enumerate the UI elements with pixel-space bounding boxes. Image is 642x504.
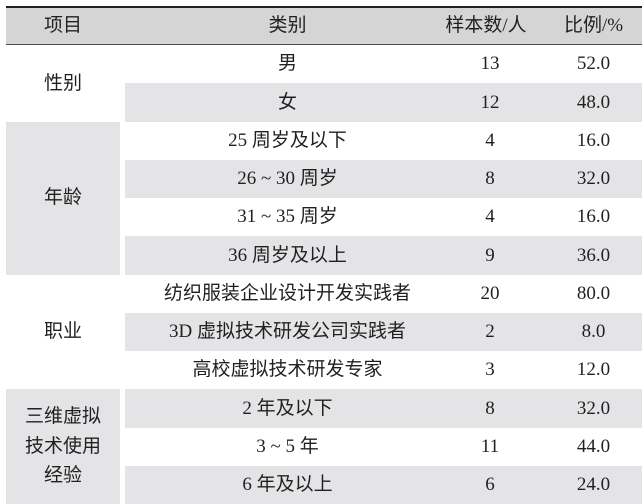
table-row: 3 ~ 5 年 11 44.0: [125, 428, 642, 466]
header-item: 项目: [43, 15, 82, 37]
count-cell: 6: [485, 474, 495, 496]
count-cell: 4: [485, 129, 495, 151]
header-count: 样本数/人: [445, 15, 527, 37]
count-cell: 3: [485, 359, 495, 381]
table-row: 36 周岁及以上 9 36.0: [125, 236, 642, 275]
header-category: 类别: [268, 15, 307, 37]
group-label: 性别: [6, 45, 120, 122]
category-cell: 3D 虚拟技术研发公司实践者: [169, 321, 406, 343]
count-cell: 8: [485, 168, 495, 190]
percent-cell: 80.0: [576, 282, 611, 304]
category-cell: 6 年及以上: [242, 474, 333, 496]
count-cell: 11: [480, 435, 500, 457]
table-row: 6 年及以上 6 24.0: [125, 465, 642, 504]
table-row: 女 12 48.0: [125, 83, 642, 122]
percent-cell: 48.0: [576, 91, 611, 113]
table-row: 纺织服装企业设计开发实践者 20 80.0: [125, 275, 642, 313]
table-row: 男 13 52.0: [125, 45, 642, 83]
group-label-text: 职业: [43, 321, 82, 343]
table-header: 项目 类别 样本数/人 比例/%: [6, 8, 642, 45]
count-cell: 9: [485, 244, 495, 266]
group-label: 年龄: [6, 121, 120, 275]
table-row: 25 周岁及以下 4 16.0: [125, 122, 642, 160]
percent-cell: 36.0: [576, 244, 611, 266]
category-cell: 2 年及以下: [242, 397, 333, 419]
percent-cell: 32.0: [576, 397, 611, 419]
table-row: 高校虚拟技术研发专家 3 12.0: [125, 351, 642, 389]
percent-cell: 32.0: [576, 168, 611, 190]
percent-cell: 8.0: [581, 321, 606, 343]
count-cell: 13: [480, 53, 500, 75]
percent-cell: 16.0: [576, 129, 611, 151]
percent-cell: 52.0: [576, 53, 611, 75]
group-label-text: 性别: [43, 72, 82, 94]
count-cell: 20: [480, 282, 500, 304]
category-cell: 3 ~ 5 年: [256, 435, 319, 457]
group-label: 职业: [6, 275, 120, 390]
percent-cell: 12.0: [576, 359, 611, 381]
header-percent: 比例/%: [563, 15, 624, 37]
table-top-rule: [6, 6, 642, 8]
category-cell: 男: [277, 53, 297, 75]
category-cell: 高校虚拟技术研发专家: [192, 359, 383, 381]
group-label-text: 年龄: [43, 187, 82, 209]
count-cell: 12: [480, 91, 500, 113]
group-label: 三维虚拟技术使用经验: [6, 389, 120, 504]
percent-cell: 24.0: [576, 474, 611, 496]
table-row: 2 年及以下 8 32.0: [125, 389, 642, 428]
category-cell: 25 周岁及以下: [228, 129, 347, 151]
category-cell: 31 ~ 35 周岁: [237, 206, 338, 228]
count-cell: 4: [485, 206, 495, 228]
category-cell: 纺织服装企业设计开发实践者: [163, 282, 411, 304]
percent-cell: 16.0: [576, 206, 611, 228]
count-cell: 2: [485, 321, 495, 343]
table-row: 3D 虚拟技术研发公司实践者 2 8.0: [125, 312, 642, 351]
group-label-text: 三维虚拟技术使用经验: [24, 406, 101, 487]
category-cell: 26 ~ 30 周岁: [237, 168, 338, 190]
percent-cell: 44.0: [576, 435, 611, 457]
table-row: 31 ~ 35 周岁 4 16.0: [125, 198, 642, 236]
count-cell: 8: [485, 397, 495, 419]
table-row: 26 ~ 30 周岁 8 32.0: [125, 159, 642, 198]
category-cell: 女: [277, 91, 297, 113]
category-cell: 36 周岁及以上: [228, 244, 347, 266]
